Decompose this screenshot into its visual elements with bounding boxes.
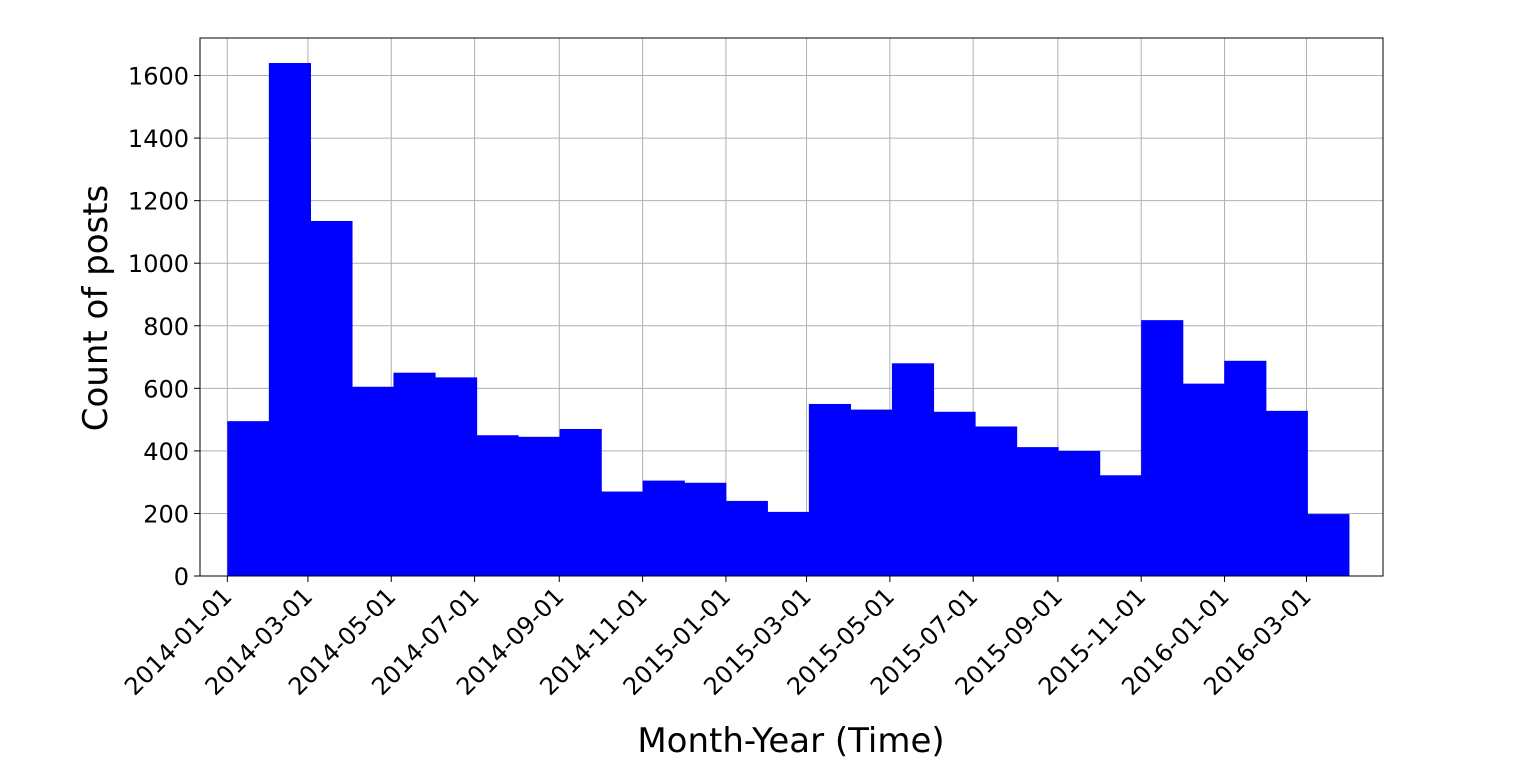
- y-tick-label: 1200: [128, 188, 189, 216]
- bar: [227, 421, 270, 576]
- bar: [725, 500, 768, 576]
- bar: [684, 482, 727, 576]
- plot-area-frame: [199, 37, 1384, 577]
- y-tick-label: 0: [174, 563, 189, 591]
- bar: [1265, 410, 1308, 576]
- bar: [1141, 320, 1184, 576]
- bar: [1016, 447, 1059, 576]
- bar: [435, 377, 478, 576]
- x-axis-label: Month-Year (Time): [637, 721, 944, 761]
- bar: [518, 436, 561, 576]
- bar: [975, 426, 1018, 576]
- bar: [1058, 450, 1101, 576]
- bar: [1224, 360, 1267, 576]
- bars: [227, 63, 1350, 577]
- y-axis-label: Count of posts: [76, 185, 116, 432]
- bar: [767, 511, 810, 576]
- bar: [642, 480, 685, 576]
- bar: [1307, 514, 1350, 576]
- bar: [310, 220, 353, 577]
- bar: [476, 435, 519, 576]
- y-tick-label: 600: [143, 375, 189, 403]
- bar: [1099, 475, 1142, 576]
- bar: [559, 428, 602, 576]
- y-tick-label: 400: [143, 438, 189, 466]
- y-tick-label: 1400: [128, 125, 189, 153]
- bar: [601, 491, 644, 576]
- bar: [850, 409, 893, 576]
- y-tick-label: 800: [143, 313, 189, 341]
- bar: [268, 63, 311, 576]
- bar: [393, 372, 436, 576]
- bar: [891, 363, 935, 576]
- bar: [351, 386, 395, 576]
- bar: [808, 403, 851, 576]
- y-tick-label: 1000: [128, 250, 189, 278]
- bar: [933, 411, 976, 576]
- y-tick-label: 1600: [128, 63, 189, 91]
- bar: [1182, 383, 1225, 576]
- y-tick-label: 200: [143, 500, 189, 528]
